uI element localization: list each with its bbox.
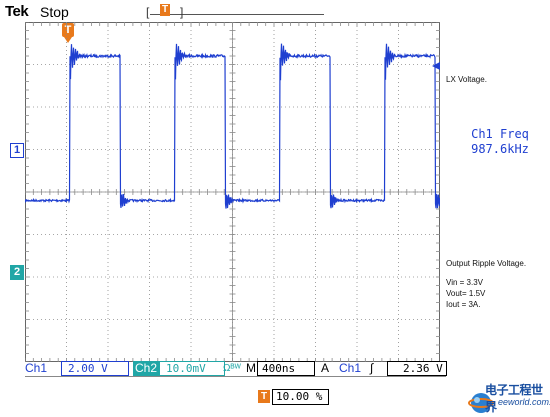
freq-value: 987.6kHz (471, 142, 529, 156)
waveform-display (25, 22, 440, 362)
ch1-scale[interactable]: 2.00 V (61, 361, 129, 376)
vout-label: Vout= 1.5V (446, 289, 486, 298)
brand-logo: Tek (5, 3, 29, 20)
record-length-indicator: [ T ] (146, 4, 324, 18)
ch1-waveform (25, 43, 440, 209)
ch2-ground-marker[interactable]: 2 (10, 265, 24, 280)
vin-label: Vin = 3.3V (446, 278, 483, 287)
ch1-label[interactable]: Ch1 (25, 361, 48, 375)
trigger-marker-label: T (62, 23, 74, 37)
lx-voltage-label: LX Voltage. (446, 75, 487, 84)
ripple-label: Output Ripple Voltage. (446, 259, 527, 268)
trigger-level[interactable]: 2.36 V (403, 362, 443, 375)
iout-label: Iout = 3A. (446, 300, 481, 309)
trigger-position-icon: T (258, 390, 270, 403)
eeworld-watermark: 电子工程世界 eeworld.com.cn (468, 379, 550, 417)
record-bracket-right: ] (180, 5, 184, 19)
test-conditions: Vin = 3.3V Vout= 1.5V Iout = 3A. (446, 277, 485, 310)
trigger-marker-tip (64, 37, 72, 43)
status-divider (25, 376, 446, 377)
ch1-frequency-readout: Ch1 Freq 987.6kHz (455, 127, 545, 157)
main-timebase-label: M (246, 361, 256, 375)
watermark-title: 电子工程世界 (485, 383, 543, 414)
rising-edge-icon: ∫ (370, 361, 374, 375)
ch1-ground-marker[interactable]: 1 (10, 143, 24, 158)
ch2-label[interactable]: Ch2 (133, 361, 159, 376)
status-bar: Ch1 2.00 V Ch2 10.0mV Ωᴮᵂ M 400ns A Ch1 … (25, 361, 447, 376)
trigger-readout-box (387, 361, 447, 376)
globe-icon (468, 393, 494, 413)
trigger-source[interactable]: Ch1 (339, 361, 362, 375)
timebase-value[interactable]: 400ns (257, 361, 315, 376)
top-bar: Tek Stop [ T ] (0, 0, 550, 24)
trigger-mode-label: A (321, 361, 330, 375)
record-trigger-marker: T (160, 4, 170, 16)
lx-level-arrow (432, 62, 440, 70)
record-bracket-left: [ (146, 5, 150, 19)
watermark-url: eeworld.com.cn (498, 397, 550, 407)
acquisition-state: Stop (40, 4, 69, 20)
graticule (25, 22, 440, 362)
grid (25, 22, 440, 362)
ch2-scale[interactable]: 10.0mV (159, 361, 225, 376)
bandwidth-limit-icon: Ωᴮᵂ (223, 363, 241, 374)
freq-label: Ch1 Freq (471, 127, 529, 141)
record-line (150, 14, 324, 15)
horizontal-position-value[interactable]: 10.00 % (272, 389, 329, 405)
trigger-position-marker[interactable]: T (62, 23, 74, 45)
